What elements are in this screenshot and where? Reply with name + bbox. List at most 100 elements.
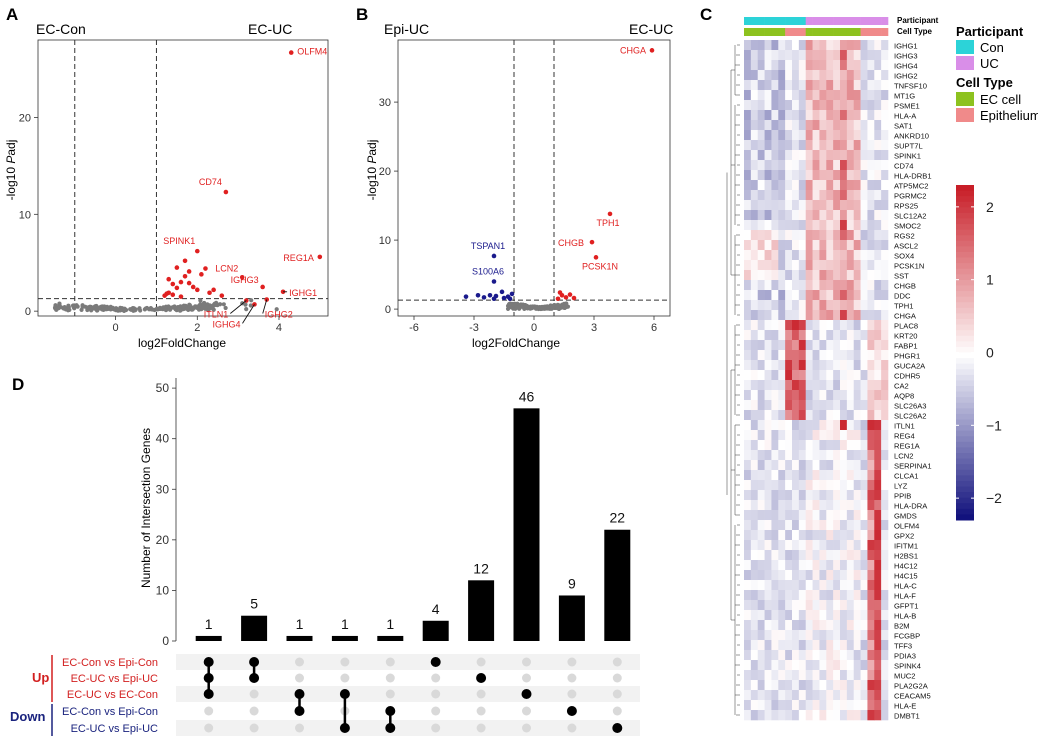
gene-label: ITLN1 bbox=[204, 310, 229, 320]
heatmap-cell bbox=[812, 480, 820, 491]
heatmap-cell bbox=[798, 660, 807, 671]
heatmap-cell bbox=[757, 470, 765, 481]
heatmap-cell bbox=[750, 530, 759, 541]
heatmap-cell bbox=[853, 530, 861, 541]
heatmap-cell bbox=[846, 140, 855, 151]
heatmap-cell bbox=[860, 470, 868, 481]
heatmap-cell bbox=[792, 250, 800, 261]
heatmap-cell bbox=[805, 470, 813, 481]
heatmap-cell bbox=[792, 440, 800, 451]
heatmap-cell bbox=[750, 60, 759, 71]
heatmap-cell bbox=[867, 110, 875, 121]
sig-point bbox=[589, 239, 595, 245]
heatmap-gene-label: IGHG4 bbox=[894, 62, 918, 71]
heatmap-cell bbox=[805, 270, 813, 281]
heatmap-gene-label: H4C15 bbox=[894, 572, 918, 581]
heatmap-cell bbox=[846, 700, 855, 711]
heatmap-cell bbox=[826, 450, 834, 461]
heatmap-cell bbox=[744, 620, 752, 631]
heatmap-cell bbox=[744, 110, 752, 121]
heatmap-cell bbox=[792, 210, 800, 221]
heatmap-cell bbox=[785, 580, 793, 591]
heatmap-cell bbox=[757, 610, 765, 621]
heatmap-cell bbox=[744, 40, 752, 51]
heatmap-cell bbox=[860, 640, 868, 651]
heatmap-cell bbox=[805, 110, 813, 121]
heatmap-gene-label: TFF3 bbox=[894, 642, 912, 651]
heatmap-cell bbox=[840, 110, 848, 121]
heatmap-cell bbox=[826, 350, 834, 361]
heatmap-cell bbox=[819, 170, 827, 181]
heatmap-cell bbox=[860, 400, 868, 411]
heatmap-cell bbox=[860, 560, 868, 571]
heatmap-cell bbox=[757, 710, 765, 721]
colorbar-segment bbox=[956, 363, 974, 370]
heatmap-cell bbox=[812, 260, 820, 271]
heatmap-cell bbox=[771, 390, 779, 401]
heatmap-cell bbox=[860, 340, 868, 351]
heatmap-cell bbox=[785, 670, 793, 681]
heatmap-cell bbox=[853, 310, 861, 321]
ns-point bbox=[529, 305, 534, 310]
heatmap-cell bbox=[826, 540, 834, 551]
heatmap-cell bbox=[778, 70, 786, 81]
heatmap-cell bbox=[798, 510, 807, 521]
heatmap-cell bbox=[750, 390, 759, 401]
heatmap-cell bbox=[819, 670, 827, 681]
heatmap-cell bbox=[853, 50, 861, 61]
heatmap-cell bbox=[792, 370, 800, 381]
heatmap-cell bbox=[757, 330, 765, 341]
colorbar-segment bbox=[956, 190, 974, 197]
heatmap-cell bbox=[819, 320, 827, 331]
heatmap-cell bbox=[867, 190, 875, 201]
heatmap-cell bbox=[778, 50, 786, 61]
heatmap-cell bbox=[792, 500, 800, 511]
ns-point bbox=[533, 304, 538, 310]
heatmap-cell bbox=[881, 320, 889, 331]
heatmap-cell bbox=[805, 330, 813, 341]
heatmap-cell bbox=[853, 620, 861, 631]
heatmap-cell bbox=[750, 150, 759, 161]
heatmap-cell bbox=[840, 480, 848, 491]
heatmap-cell bbox=[764, 60, 772, 71]
heatmap-cell bbox=[826, 460, 834, 471]
heatmap-cell bbox=[833, 210, 841, 221]
heatmap-cell bbox=[744, 430, 752, 441]
heatmap-cell bbox=[860, 590, 868, 601]
heatmap-cell bbox=[771, 480, 779, 491]
heatmap-cell bbox=[771, 500, 779, 511]
heatmap-cell bbox=[853, 300, 861, 311]
heatmap-cell bbox=[846, 70, 855, 81]
heatmap-cell bbox=[819, 100, 827, 111]
heatmap-cell bbox=[744, 170, 752, 181]
heatmap-cell bbox=[874, 560, 882, 571]
heatmap-cell bbox=[853, 210, 861, 221]
heatmap-cell bbox=[819, 550, 827, 561]
heatmap-cell bbox=[757, 110, 765, 121]
heatmap-cell bbox=[805, 490, 813, 501]
heatmap-cell bbox=[812, 210, 820, 221]
heatmap-cell bbox=[826, 620, 834, 631]
heatmap-cell bbox=[853, 60, 861, 71]
ns-point bbox=[520, 304, 525, 309]
heatmap-cell bbox=[812, 500, 820, 511]
heatmap-cell bbox=[792, 460, 800, 471]
heatmap-cell bbox=[798, 230, 807, 241]
heatmap-cell bbox=[764, 90, 772, 101]
sig-point bbox=[166, 276, 172, 282]
heatmap-panel: Participant Cell Type Participant Con UC… bbox=[726, 16, 1038, 721]
heatmap-cell bbox=[750, 400, 759, 411]
heatmap-gene-label: IFITM1 bbox=[894, 542, 918, 551]
heatmap-cell bbox=[785, 220, 793, 231]
heatmap-cell bbox=[757, 600, 765, 611]
heatmap-cell bbox=[792, 310, 800, 321]
heatmap-cell bbox=[757, 80, 765, 91]
matrix-dot-filled bbox=[521, 689, 532, 699]
celltype-annotation-cell bbox=[840, 28, 848, 36]
heatmap-cell bbox=[812, 200, 820, 211]
sig-point bbox=[190, 284, 196, 290]
heatmap-cell bbox=[833, 290, 841, 301]
heatmap-cell bbox=[826, 550, 834, 561]
heatmap-cell bbox=[785, 270, 793, 281]
heatmap-cell bbox=[826, 470, 834, 481]
